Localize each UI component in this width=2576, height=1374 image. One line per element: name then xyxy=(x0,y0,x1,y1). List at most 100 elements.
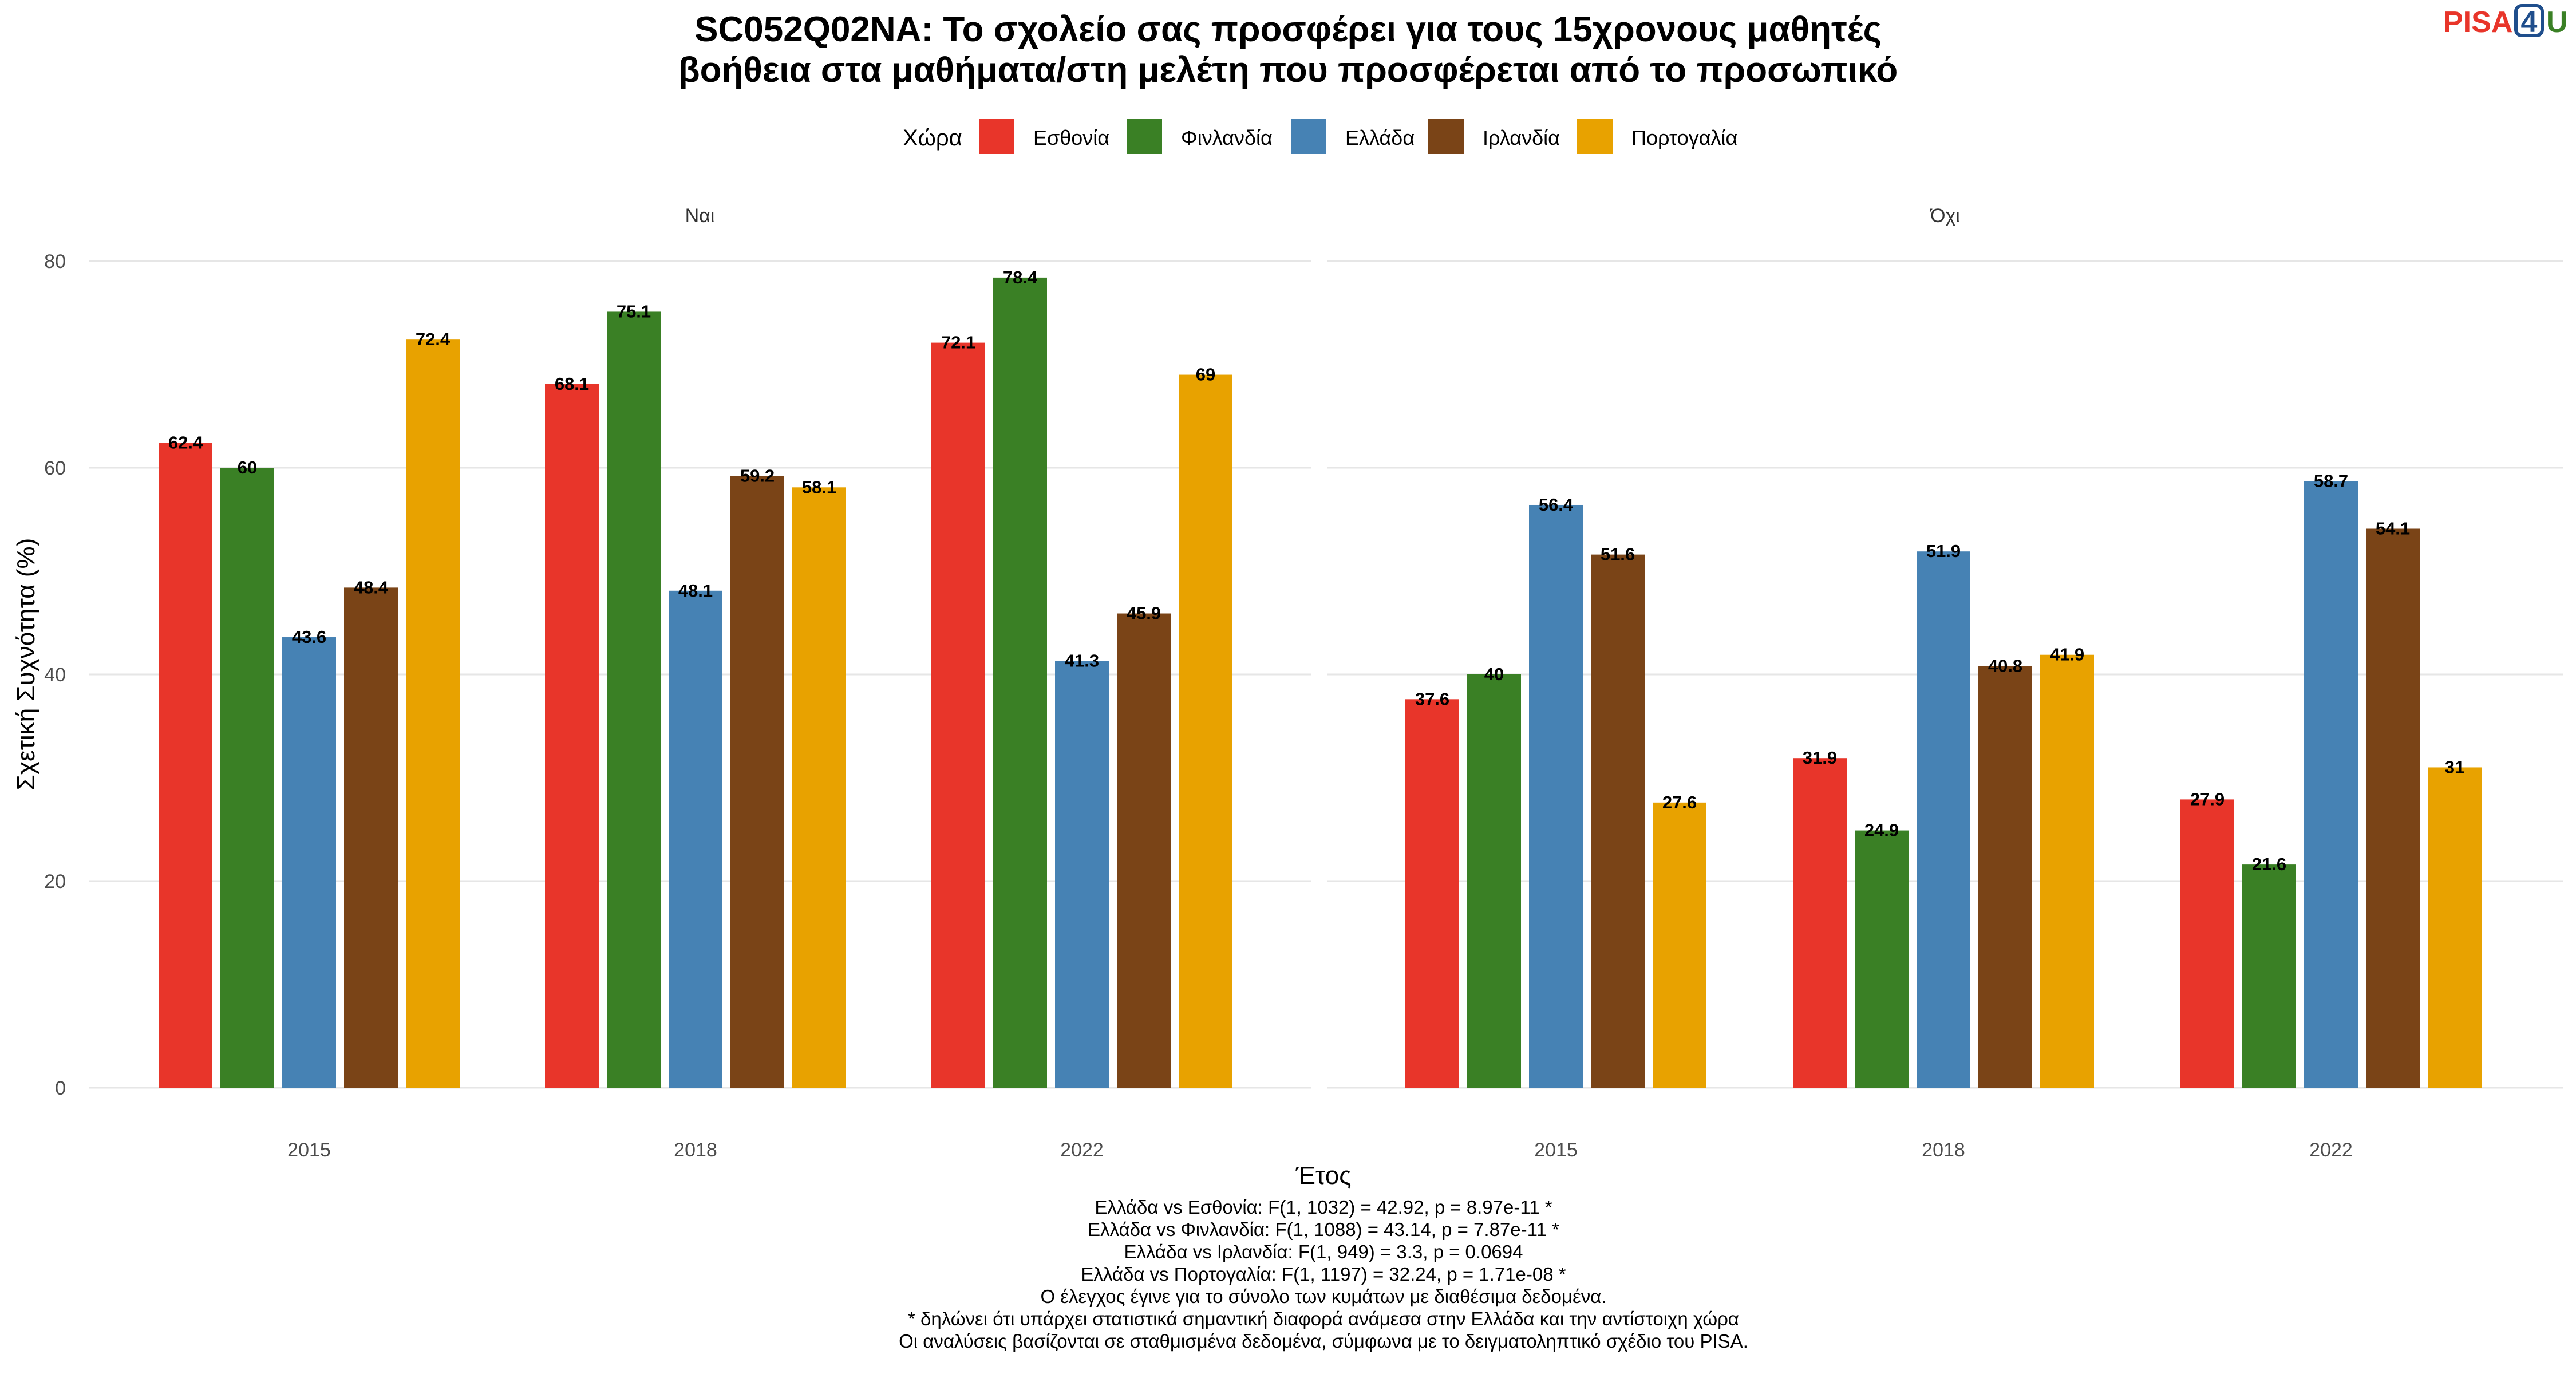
bar xyxy=(2242,864,2296,1088)
bar xyxy=(1793,758,1847,1088)
chart-title: SC052Q02NA: Το σχολείο σας προσφέρει για… xyxy=(678,10,1898,90)
bar xyxy=(730,476,784,1088)
data-label: 31.9 xyxy=(1803,748,1837,768)
y-tick-label: 40 xyxy=(44,664,66,686)
logo-text-u: U xyxy=(2546,6,2568,39)
legend-label: Πορτογαλία xyxy=(1631,126,1737,149)
bar xyxy=(406,339,460,1088)
data-label: 72.4 xyxy=(416,329,451,349)
data-label: 27.6 xyxy=(1662,792,1697,812)
data-label: 41.3 xyxy=(1065,651,1099,671)
svg-text:PISA: PISA xyxy=(2443,6,2512,39)
bar xyxy=(2304,481,2358,1088)
panel-no: Όχι 37.6 40 56.4 51.6 27.6 2015 31.9 24.9 51.9 40.… xyxy=(1327,205,2563,1161)
caption: Ελλάδα vs Εσθονία: F(1, 1032) = 42.92, p… xyxy=(899,1197,1748,1352)
legend-label: Φινλανδία xyxy=(1181,126,1273,149)
bar xyxy=(1529,504,1583,1088)
bar xyxy=(545,384,599,1088)
bar xyxy=(1978,666,2032,1088)
data-label: 37.6 xyxy=(1415,689,1449,709)
caption-line: Ελλάδα vs Φινλανδία: F(1, 1088) = 43.14,… xyxy=(1088,1219,1559,1240)
bar xyxy=(2180,799,2234,1088)
facet-label: Ναι xyxy=(685,205,715,227)
legend-label: Ελλάδα xyxy=(1345,126,1415,149)
legend-key xyxy=(979,119,1014,154)
x-tick-label: 2022 xyxy=(2309,1139,2353,1161)
caption-line: Ελλάδα vs Ιρλανδία: F(1, 949) = 3.3, p =… xyxy=(1124,1241,1523,1262)
bar xyxy=(1591,554,1645,1088)
legend-item: Ιρλανδία xyxy=(1428,119,1560,154)
legend-item: Φινλανδία xyxy=(1127,119,1273,154)
y-tick-label: 20 xyxy=(44,871,66,893)
bar xyxy=(1467,674,1521,1088)
data-label: 72.1 xyxy=(941,333,975,353)
legend-key xyxy=(1291,119,1326,154)
data-label: 43.6 xyxy=(292,627,326,647)
data-label: 59.2 xyxy=(740,465,775,485)
data-label: 58.1 xyxy=(802,477,836,497)
x-tick-label: 2015 xyxy=(287,1139,331,1161)
bar xyxy=(2428,767,2482,1088)
bar xyxy=(1055,661,1109,1088)
y-tick-label: 60 xyxy=(44,457,66,479)
x-tick-label: 2022 xyxy=(1060,1139,1104,1161)
data-label: 40.8 xyxy=(1988,656,2022,676)
y-axis-title: Σχετική Συχνότητα (%) xyxy=(12,538,40,791)
data-label: 78.4 xyxy=(1003,267,1038,287)
chart-title-line-2: βοήθεια στα μαθήματα/στη μελέτη που προσ… xyxy=(678,50,1898,90)
pisa4u-logo: PISA 4 U xyxy=(2443,4,2568,39)
data-label: 40 xyxy=(1484,664,1504,684)
y-tick-label: 80 xyxy=(44,251,66,273)
data-label: 62.4 xyxy=(168,433,203,453)
data-label: 21.6 xyxy=(2252,854,2286,874)
bar xyxy=(1179,374,1232,1088)
caption-line: Ελλάδα vs Πορτογαλία: F(1, 1197) = 32.24… xyxy=(1081,1264,1566,1285)
panel-yes: Ναι 62.4 60 43.6 48.4 72.4 2015 68.1 75.1 48.1 59.… xyxy=(89,205,1311,1161)
bar xyxy=(1117,613,1171,1088)
x-tick-label: 2018 xyxy=(1922,1139,1965,1161)
bar xyxy=(931,342,985,1088)
bar xyxy=(669,590,722,1088)
legend-item: Ελλάδα xyxy=(1291,119,1415,154)
legend-key xyxy=(1577,119,1613,154)
legend-key xyxy=(1428,119,1464,154)
bar xyxy=(1405,699,1459,1088)
data-label: 27.9 xyxy=(2190,789,2225,809)
data-label: 75.1 xyxy=(617,301,651,321)
bar xyxy=(282,637,336,1088)
legend-label: Ιρλανδία xyxy=(1483,126,1560,149)
legend-item: Εσθονία xyxy=(979,119,1109,154)
bar xyxy=(792,487,846,1088)
bar xyxy=(1855,830,1909,1088)
data-label: 41.9 xyxy=(2050,645,2084,665)
data-label: 48.4 xyxy=(354,577,389,597)
logo-text-pisa: PISA xyxy=(2443,6,2512,39)
logo-text-4: 4 xyxy=(2521,6,2538,39)
data-label: 24.9 xyxy=(1864,820,1899,840)
legend-item: Πορτογαλία xyxy=(1577,119,1737,154)
data-label: 56.4 xyxy=(1539,495,1574,515)
data-label: 31 xyxy=(2445,757,2464,777)
caption-line: Οι αναλύσεις βασίζονται σε σταθμισμένα δ… xyxy=(899,1330,1748,1352)
legend-key xyxy=(1127,119,1162,154)
data-label: 45.9 xyxy=(1127,603,1161,623)
caption-line: * δηλώνει ότι υπάρχει στατιστικά σημαντι… xyxy=(908,1308,1739,1329)
legend: Χώρα Εσθονία Φινλανδία Ελλάδα Ιρλανδία Πορτογ… xyxy=(903,119,1737,154)
data-label: 60 xyxy=(238,457,257,477)
legend-label: Εσθονία xyxy=(1033,126,1109,149)
bar xyxy=(2040,654,2094,1088)
caption-line: Ελλάδα vs Εσθονία: F(1, 1032) = 42.92, p… xyxy=(1095,1197,1552,1218)
legend-title: Χώρα xyxy=(903,125,962,151)
plot-panels: Ναι 62.4 60 43.6 48.4 72.4 2015 68.1 75.1 48.1 59.… xyxy=(44,205,2563,1161)
x-tick-label: 2015 xyxy=(1534,1139,1578,1161)
bar xyxy=(159,443,212,1088)
facet-label: Όχι xyxy=(1929,205,1960,227)
x-axis-title: Έτος xyxy=(1295,1162,1352,1190)
data-label: 51.6 xyxy=(1601,544,1635,564)
data-label: 69 xyxy=(1196,365,1215,385)
bar xyxy=(1917,551,1970,1088)
data-label: 54.1 xyxy=(2376,518,2410,538)
data-label: 51.9 xyxy=(1926,541,1961,561)
bar xyxy=(220,468,274,1088)
